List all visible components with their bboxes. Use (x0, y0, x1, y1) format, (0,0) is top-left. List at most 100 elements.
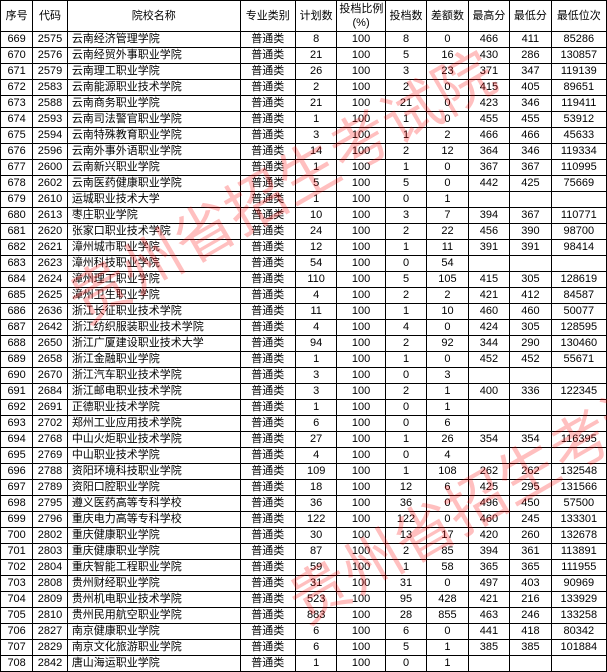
cell-plan: 10 (295, 208, 336, 224)
table-row: 6892658浙江金融职业学院普通类11001045245255671 (1, 352, 607, 368)
cell-gap: 105 (427, 272, 468, 288)
cell-name: 正德职业技术学院 (67, 400, 240, 416)
cell-code: 2623 (33, 256, 68, 272)
cell-cast: 2 (385, 144, 426, 160)
cell-rank: 110771 (551, 208, 606, 224)
cell-gap: 22 (427, 224, 468, 240)
cell-min: 452 (510, 352, 551, 368)
cell-plan: 122 (295, 512, 336, 528)
cell-min: 425 (510, 176, 551, 192)
cell-gap: 108 (427, 464, 468, 480)
cell-rank (551, 368, 606, 384)
cell-max (468, 448, 509, 464)
cell-seq: 707 (1, 640, 33, 656)
cell-name: 中山火炬职业技术学院 (67, 432, 240, 448)
cell-code: 2842 (33, 656, 68, 672)
cell-plan: 6 (295, 640, 336, 656)
cell-rank (551, 448, 606, 464)
cell-name: 唐山海运职业学院 (67, 656, 240, 672)
cell-cast: 4 (385, 320, 426, 336)
cell-cast: 31 (385, 576, 426, 592)
cell-rank (551, 192, 606, 208)
cell-min: 390 (510, 224, 551, 240)
cell-min: 405 (510, 80, 551, 96)
cell-cast: 3 (385, 64, 426, 80)
admissions-table: 序号代码院校名称专业类别计划数投档比例(%)投档数差额数最高分最低分最低位次 6… (0, 0, 607, 672)
cell-plan: 31 (295, 576, 336, 592)
cell-rank: 53912 (551, 112, 606, 128)
cell-rank: 119139 (551, 64, 606, 80)
cell-ratio: 100 (337, 544, 385, 560)
table-row: 6822621漳州城市职业学院普通类1210011139139198414 (1, 240, 607, 256)
cell-seq: 692 (1, 400, 33, 416)
cell-code: 2670 (33, 368, 68, 384)
cell-type: 普通类 (240, 352, 295, 368)
cell-ratio: 100 (337, 144, 385, 160)
table-row: 6722583云南能源职业技术学院普通类21002041540589651 (1, 80, 607, 96)
cell-code: 2691 (33, 400, 68, 416)
cell-name: 云南经济管理学院 (67, 32, 240, 48)
cell-cast: 5 (385, 176, 426, 192)
cell-ratio: 100 (337, 96, 385, 112)
cell-plan: 11 (295, 304, 336, 320)
cell-ratio: 100 (337, 576, 385, 592)
cell-gap: 6 (427, 480, 468, 496)
cell-rank: 130460 (551, 336, 606, 352)
cell-gap: 16 (427, 48, 468, 64)
cell-code: 2579 (33, 64, 68, 80)
cell-rank: 57500 (551, 496, 606, 512)
cell-max: 424 (468, 320, 509, 336)
cell-type: 普通类 (240, 224, 295, 240)
cell-gap: 12 (427, 144, 468, 160)
cell-gap: 17 (427, 528, 468, 544)
cell-name: 云南能源职业技术学院 (67, 80, 240, 96)
cell-gap: 0 (427, 320, 468, 336)
cell-name: 张家口职业技术学院 (67, 224, 240, 240)
cell-ratio: 100 (337, 624, 385, 640)
cell-gap: 23 (427, 64, 468, 80)
cell-cast: 0 (385, 656, 426, 672)
cell-min: 305 (510, 320, 551, 336)
cell-ratio: 100 (337, 112, 385, 128)
cell-rank (551, 256, 606, 272)
cell-type: 普通类 (240, 272, 295, 288)
cell-name: 南京健康职业学院 (67, 624, 240, 640)
cell-name: 漳州理工职业学院 (67, 272, 240, 288)
cell-rank: 119411 (551, 96, 606, 112)
cell-min: 346 (510, 96, 551, 112)
cell-max: 425 (468, 480, 509, 496)
table-row: 6942768中山火炬职业技术学院普通类27100126354354116395 (1, 432, 607, 448)
cell-seq: 689 (1, 352, 33, 368)
cell-type: 普通类 (240, 192, 295, 208)
cell-seq: 671 (1, 64, 33, 80)
cell-max (468, 656, 509, 672)
cell-min: 412 (510, 288, 551, 304)
cell-seq: 691 (1, 384, 33, 400)
col-header-max: 最高分 (468, 1, 509, 32)
cell-gap: 2 (427, 128, 468, 144)
cell-gap: 0 (427, 576, 468, 592)
cell-name: 云南经贸外事职业学院 (67, 48, 240, 64)
cell-type: 普通类 (240, 368, 295, 384)
cell-max: 463 (468, 608, 509, 624)
table-row: 6932702郑州工业应用技术学院普通类610006 (1, 416, 607, 432)
cell-code: 2650 (33, 336, 68, 352)
cell-seq: 706 (1, 624, 33, 640)
cell-rank: 84587 (551, 288, 606, 304)
col-header-rank: 最低位次 (551, 1, 606, 32)
table-row: 6902670浙江汽车职业技术学院普通类310003 (1, 368, 607, 384)
cell-ratio: 100 (337, 320, 385, 336)
cell-seq: 703 (1, 576, 33, 592)
cell-seq: 698 (1, 496, 33, 512)
col-header-gap: 差额数 (427, 1, 468, 32)
cell-code: 2808 (33, 576, 68, 592)
cell-ratio: 100 (337, 416, 385, 432)
cell-code: 2684 (33, 384, 68, 400)
cell-seq: 673 (1, 96, 33, 112)
cell-plan: 109 (295, 464, 336, 480)
table-row: 6872642浙江纺织服装职业技术学院普通类410040424305128595 (1, 320, 607, 336)
table-row: 6842624漳州理工职业学院普通类1101005105415305128619 (1, 272, 607, 288)
cell-gap: 11 (427, 240, 468, 256)
cell-seq: 702 (1, 560, 33, 576)
cell-code: 2642 (33, 320, 68, 336)
